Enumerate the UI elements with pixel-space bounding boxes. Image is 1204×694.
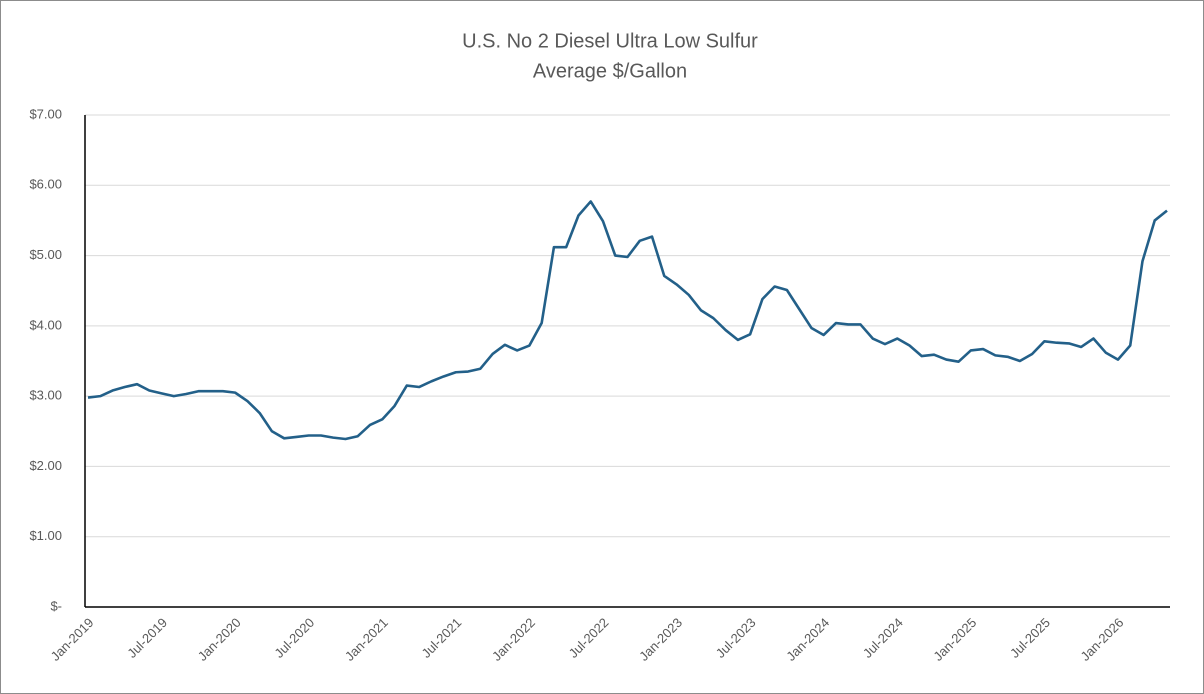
y-tick-label: $5.00	[29, 247, 62, 262]
y-tick-label: $-	[50, 598, 62, 613]
y-tick-label: $7.00	[29, 106, 62, 121]
y-tick-label: $2.00	[29, 458, 62, 473]
chart-title: U.S. No 2 Diesel Ultra Low Sulfur	[462, 30, 758, 52]
y-tick-label: $6.00	[29, 177, 62, 192]
y-tick-label: $1.00	[29, 528, 62, 543]
y-tick-label: $4.00	[29, 317, 62, 332]
line-series	[87, 200, 1168, 441]
chart-subtitle: Average $/Gallon	[533, 60, 687, 82]
y-tick-label: $3.00	[29, 388, 62, 403]
